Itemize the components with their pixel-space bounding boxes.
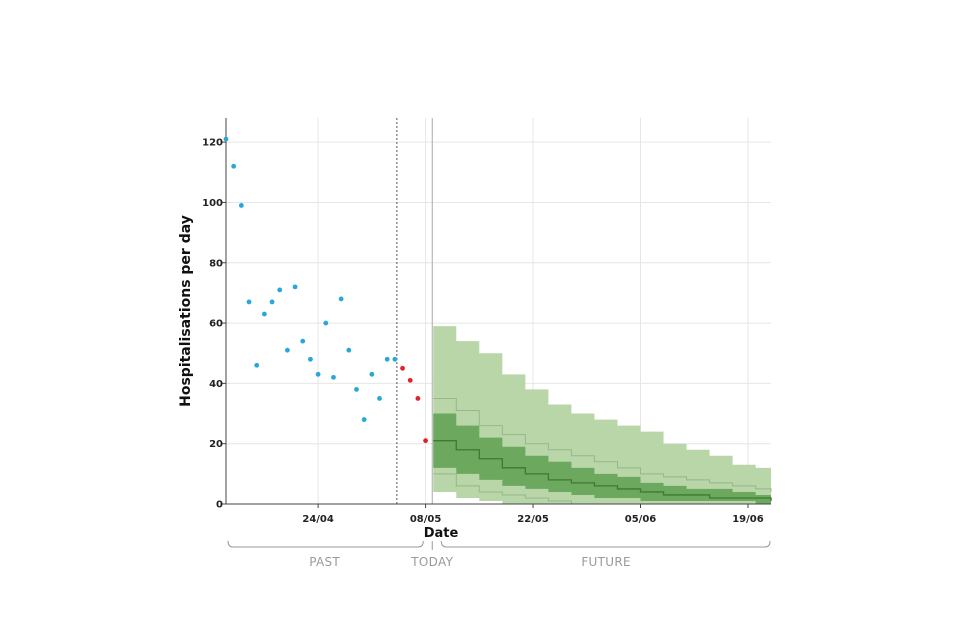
- x-axis-title: Date: [424, 526, 459, 541]
- forecast-bands: [433, 326, 772, 505]
- observed-point: [269, 299, 275, 305]
- observed-point: [231, 163, 237, 169]
- period-label-past: PAST: [309, 555, 340, 569]
- x-tick-label: 19/06: [732, 514, 764, 525]
- y-tick-label: 0: [216, 500, 223, 511]
- observed-point: [254, 362, 260, 368]
- recent-point: [415, 396, 421, 401]
- observed-point: [377, 396, 382, 401]
- observed-point: [261, 311, 267, 317]
- y-tick-label: 100: [202, 198, 223, 209]
- period-label-today: TODAY: [410, 555, 453, 569]
- axis-labels: 0 20 40 60 80 100 120 24/04 08/05 22/05 05/06 19/06: [202, 138, 764, 525]
- observed-point: [392, 356, 398, 362]
- y-tick-label: 120: [202, 138, 223, 149]
- inner-band: [433, 413, 771, 504]
- observed-point: [331, 374, 336, 380]
- observed-point: [369, 371, 375, 377]
- future-bracket: [440, 540, 771, 548]
- observed-point: [361, 417, 367, 422]
- axes: [222, 118, 771, 508]
- period-label-future: FUTURE: [581, 555, 631, 569]
- past-bracket: [227, 540, 424, 548]
- y-tick-label: 20: [209, 439, 223, 450]
- recent-point: [407, 377, 413, 383]
- x-tick-label: 22/05: [517, 514, 549, 525]
- upper-band-line: [433, 397, 772, 492]
- observed-point: [285, 347, 290, 353]
- recent-point: [423, 438, 428, 444]
- observed-point: [308, 356, 313, 362]
- observed-point: [292, 284, 298, 290]
- x-tick-label: 08/05: [410, 514, 442, 525]
- observed-point: [338, 296, 344, 302]
- observed-point: [223, 136, 229, 142]
- observed-point: [300, 338, 306, 344]
- observed-point: [277, 287, 283, 293]
- observed-point: [323, 320, 329, 326]
- observed-point: [384, 356, 390, 362]
- observed-point: [238, 203, 244, 208]
- y-tick-label: 60: [209, 319, 223, 330]
- observed-point: [315, 371, 321, 377]
- recent-point: [400, 365, 405, 371]
- y-axis-title: Hospitalisations per day: [178, 215, 194, 407]
- x-tick-label: 24/04: [302, 514, 334, 525]
- observed-point: [354, 387, 359, 392]
- period-brackets: PAST TODAY FUTURE: [227, 540, 771, 569]
- y-tick-label: 80: [209, 258, 223, 269]
- x-tick-label: 05/06: [625, 514, 657, 525]
- y-tick-label: 40: [209, 379, 223, 390]
- observed-point: [246, 299, 252, 305]
- observed-point: [346, 347, 352, 353]
- data-points: [223, 136, 428, 444]
- median-line: [433, 440, 772, 501]
